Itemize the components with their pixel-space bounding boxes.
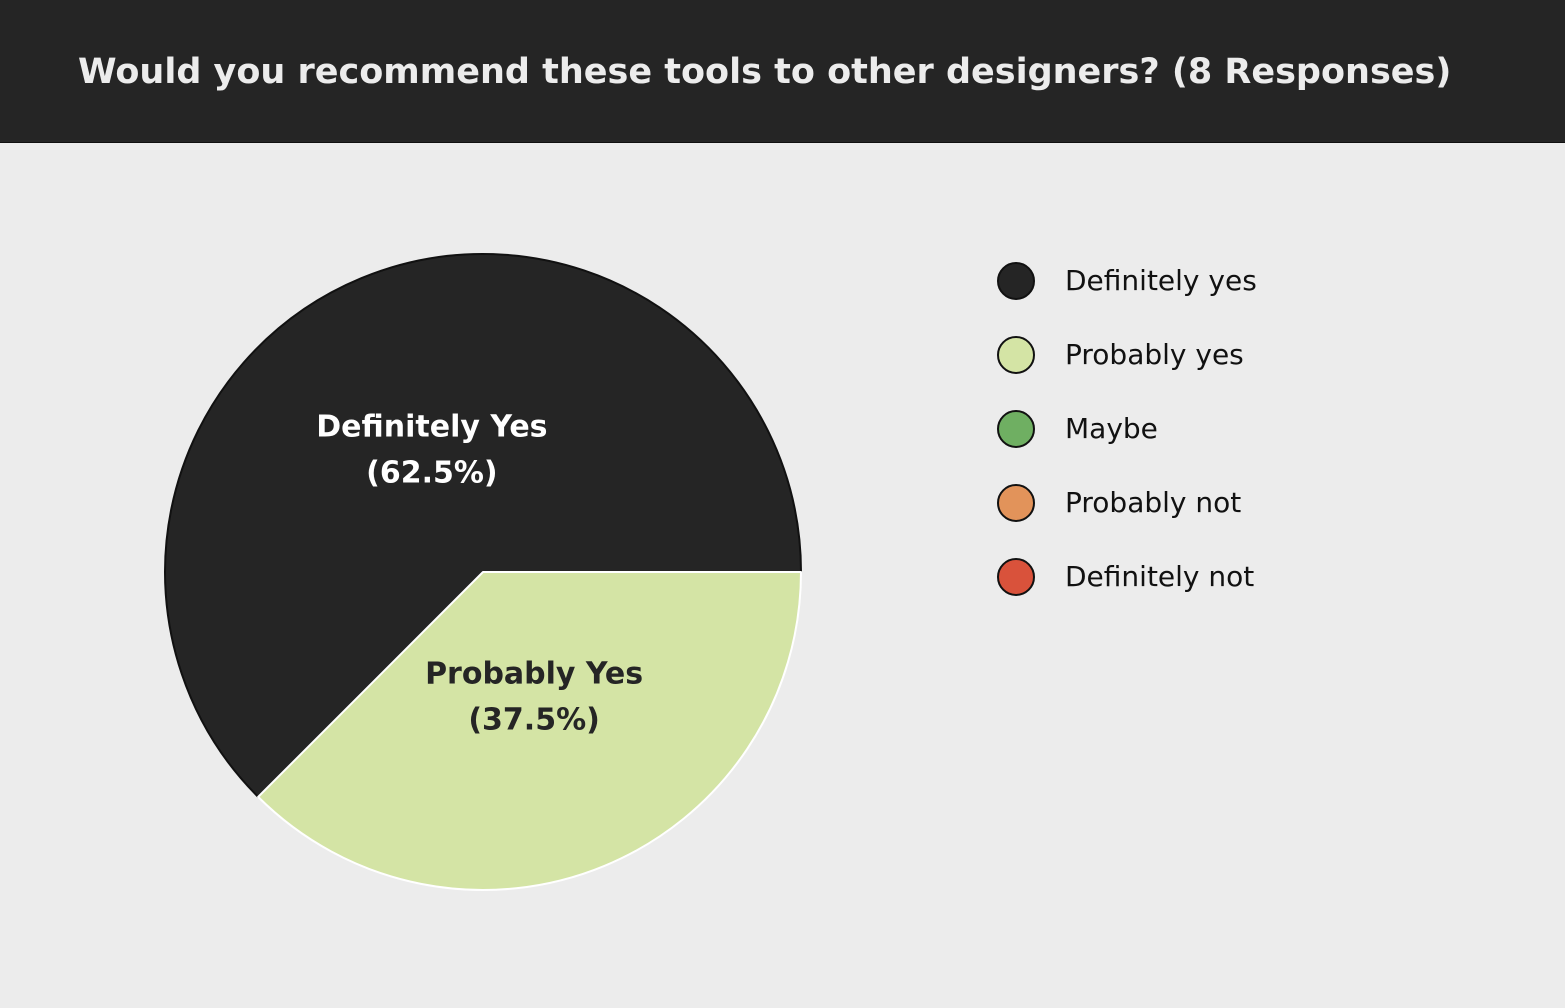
legend-item-maybe[interactable]: Maybe [997, 408, 1257, 482]
legend-item-definitely-yes[interactable]: Definitely yes [997, 260, 1257, 334]
pie-chart: Definitely Yes (62.5%) Probably Yes (37.5%) [164, 253, 802, 891]
pie-label-value-probably-yes: (37.5%) [468, 702, 600, 737]
legend-item-probably-yes[interactable]: Probably yes [997, 334, 1257, 408]
legend-label-probably-not: Probably not [1065, 486, 1242, 519]
pie-label-definitely-yes: Definitely Yes (62.5%) [316, 410, 547, 491]
pie-slices [164, 253, 802, 891]
legend-label-definitely-not: Definitely not [1065, 560, 1255, 593]
legend-swatch-probably-not [997, 484, 1035, 522]
legend-label-definitely-yes: Definitely yes [1065, 264, 1257, 297]
pie-label-name-probably-yes: Probably Yes [425, 656, 643, 691]
legend-item-probably-not[interactable]: Probably not [997, 482, 1257, 556]
chart-legend: Definitely yes Probably yes Maybe Probab… [997, 260, 1257, 630]
pie-label-name-definitely-yes: Definitely Yes [316, 410, 547, 445]
chart-header: Would you recommend these tools to other… [0, 0, 1565, 143]
pie-label-probably-yes: Probably Yes (37.5%) [425, 656, 643, 737]
legend-swatch-maybe [997, 410, 1035, 448]
legend-label-maybe: Maybe [1065, 412, 1158, 445]
pie-slice-labels: Definitely Yes (62.5%) Probably Yes (37.5%) [316, 410, 643, 738]
legend-item-definitely-not[interactable]: Definitely not [997, 556, 1257, 630]
legend-label-probably-yes: Probably yes [1065, 338, 1244, 371]
legend-swatch-definitely-not [997, 558, 1035, 596]
pie-slice-probably-yes[interactable] [257, 571, 802, 891]
pie-label-value-definitely-yes: (62.5%) [366, 456, 498, 491]
legend-swatch-probably-yes [997, 336, 1035, 374]
legend-swatch-definitely-yes [997, 262, 1035, 300]
pie-slice-definitely-yes[interactable] [164, 253, 802, 798]
chart-title: Would you recommend these tools to other… [78, 52, 1452, 92]
